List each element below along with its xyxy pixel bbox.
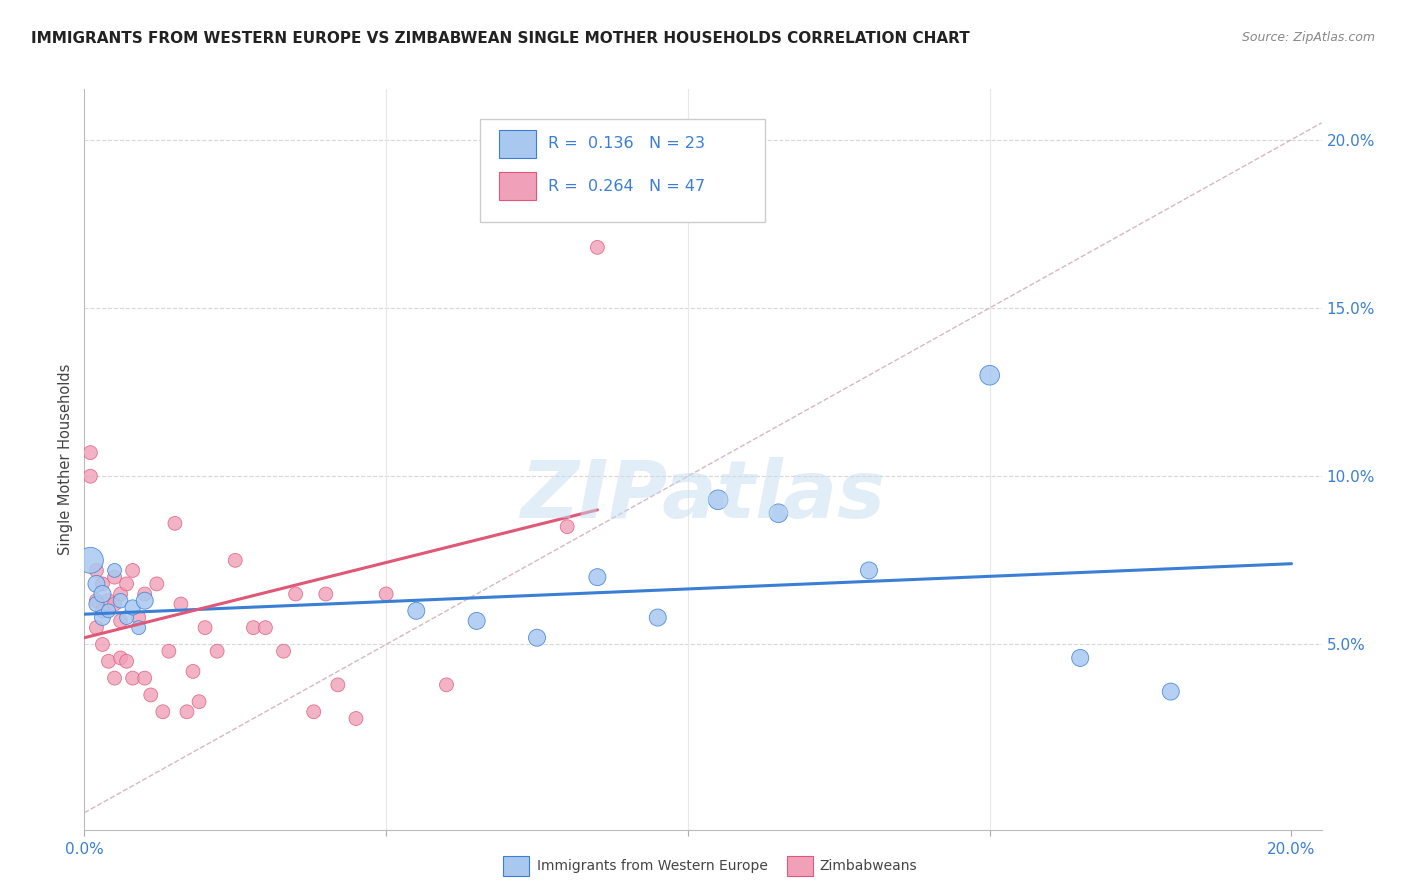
FancyBboxPatch shape: [481, 119, 765, 222]
Point: [170, 597, 193, 611]
Point: [146, 577, 169, 591]
Point: [79, 553, 101, 567]
Point: [302, 705, 325, 719]
Point: [176, 705, 198, 719]
Point: [555, 519, 578, 533]
Point: [134, 587, 156, 601]
Point: [273, 644, 295, 658]
Point: [586, 240, 609, 254]
Point: [436, 678, 458, 692]
Point: [97, 604, 120, 618]
Point: [163, 516, 186, 531]
Point: [254, 621, 277, 635]
Y-axis label: Single Mother Households: Single Mother Households: [58, 364, 73, 555]
Point: [768, 506, 790, 520]
Point: [110, 587, 132, 601]
Point: [647, 610, 669, 624]
Point: [91, 577, 114, 591]
Point: [115, 654, 138, 668]
Point: [465, 614, 488, 628]
Point: [344, 712, 367, 726]
Point: [121, 600, 143, 615]
Point: [326, 678, 349, 692]
Point: [157, 644, 180, 658]
Point: [86, 564, 108, 578]
Point: [110, 651, 132, 665]
Point: [134, 593, 156, 607]
Point: [91, 610, 114, 624]
Point: [139, 688, 162, 702]
Point: [115, 577, 138, 591]
Point: [86, 597, 108, 611]
Point: [86, 577, 108, 591]
Point: [110, 593, 132, 607]
Bar: [499, 172, 536, 201]
Point: [242, 621, 264, 635]
Point: [1160, 684, 1182, 698]
Point: [188, 695, 211, 709]
Bar: [499, 130, 536, 158]
Text: ZIPatlas: ZIPatlas: [520, 458, 886, 535]
Point: [86, 593, 108, 607]
Point: [86, 621, 108, 635]
Point: [121, 564, 143, 578]
Point: [1069, 651, 1091, 665]
Point: [121, 671, 143, 685]
Point: [194, 621, 217, 635]
Point: [152, 705, 174, 719]
Point: [91, 587, 114, 601]
Point: [103, 570, 125, 584]
Point: [315, 587, 337, 601]
Point: [91, 604, 114, 618]
Point: [79, 445, 101, 459]
Point: [224, 553, 246, 567]
Point: [103, 597, 125, 611]
Text: IMMIGRANTS FROM WESTERN EUROPE VS ZIMBABWEAN SINGLE MOTHER HOUSEHOLDS CORRELATIO: IMMIGRANTS FROM WESTERN EUROPE VS ZIMBAB…: [31, 31, 970, 46]
Point: [97, 654, 120, 668]
Point: [134, 671, 156, 685]
Point: [103, 564, 125, 578]
Point: [205, 644, 228, 658]
Text: Immigrants from Western Europe: Immigrants from Western Europe: [537, 859, 768, 873]
Point: [586, 570, 609, 584]
Point: [128, 621, 150, 635]
Point: [979, 368, 1001, 383]
Point: [128, 610, 150, 624]
Text: R =  0.136   N = 23: R = 0.136 N = 23: [548, 136, 706, 152]
Point: [115, 610, 138, 624]
Point: [79, 469, 101, 483]
Point: [858, 564, 880, 578]
Point: [181, 665, 204, 679]
Text: R =  0.264   N = 47: R = 0.264 N = 47: [548, 178, 706, 194]
Point: [375, 587, 398, 601]
Point: [526, 631, 548, 645]
Point: [103, 671, 125, 685]
Point: [91, 637, 114, 651]
Point: [284, 587, 307, 601]
Point: [405, 604, 427, 618]
Point: [97, 593, 120, 607]
Point: [110, 614, 132, 628]
Point: [707, 492, 730, 507]
Text: Source: ZipAtlas.com: Source: ZipAtlas.com: [1241, 31, 1375, 45]
Text: Zimbabweans: Zimbabweans: [820, 859, 917, 873]
